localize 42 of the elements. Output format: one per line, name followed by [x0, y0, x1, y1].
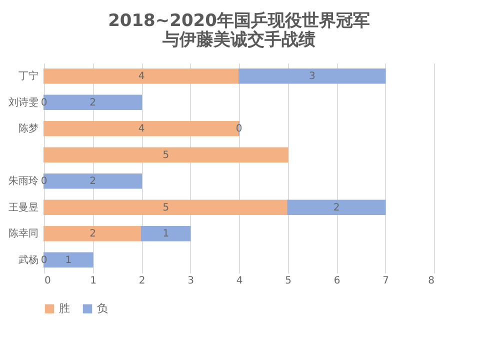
- data-label: 5: [162, 202, 170, 214]
- data-label: 4: [138, 124, 145, 135]
- bar: [141, 226, 191, 242]
- legend-label: 胜: [59, 302, 70, 315]
- data-label: 2: [90, 97, 96, 108]
- x-tick-label: 7: [382, 276, 389, 286]
- x-tick-label: 5: [285, 276, 292, 286]
- bar: [44, 226, 142, 242]
- y-tick-label: 陈幸同: [8, 228, 38, 240]
- x-tick-label: 0: [44, 276, 51, 286]
- bar: [44, 94, 142, 110]
- data-label: 3: [308, 71, 316, 82]
- x-tick-label: 8: [428, 276, 434, 286]
- data-label: 2: [90, 176, 96, 188]
- y-tick-label: 朱雨玲: [8, 175, 38, 188]
- bar: [44, 147, 288, 162]
- x-tick-label: 6: [334, 276, 340, 286]
- data-label: 1: [65, 254, 72, 266]
- y-tick-label: 王曼昱: [8, 202, 38, 214]
- y-tick-label: 丁宁: [18, 70, 38, 82]
- chart-title: 2018~2020年国乒现役世界冠军与伊藤美诚交手战绩: [108, 11, 370, 50]
- data-label: 2: [90, 228, 96, 240]
- data-label: 2: [333, 202, 340, 214]
- bar: [44, 200, 288, 215]
- data-label: 1: [162, 228, 170, 240]
- y-tick-label: 陈梦: [18, 122, 38, 135]
- x-tick-label: 4: [236, 276, 243, 286]
- y-tick-label: 刘诗雯: [8, 96, 38, 108]
- bar: [287, 200, 386, 215]
- legend-label: 负: [97, 302, 108, 315]
- data-label: 5: [162, 150, 170, 161]
- data-label: 0: [236, 124, 242, 135]
- bar: [44, 174, 142, 189]
- bar: [44, 252, 94, 268]
- x-tick-label: 1: [90, 276, 96, 286]
- bar: [44, 68, 240, 84]
- data-label: 4: [138, 71, 145, 82]
- x-tick-label: 3: [188, 276, 194, 286]
- bar: [44, 121, 240, 136]
- y-tick-label: 武杨: [18, 254, 38, 266]
- x-tick-label: 2: [138, 276, 146, 286]
- bar: [238, 68, 386, 84]
